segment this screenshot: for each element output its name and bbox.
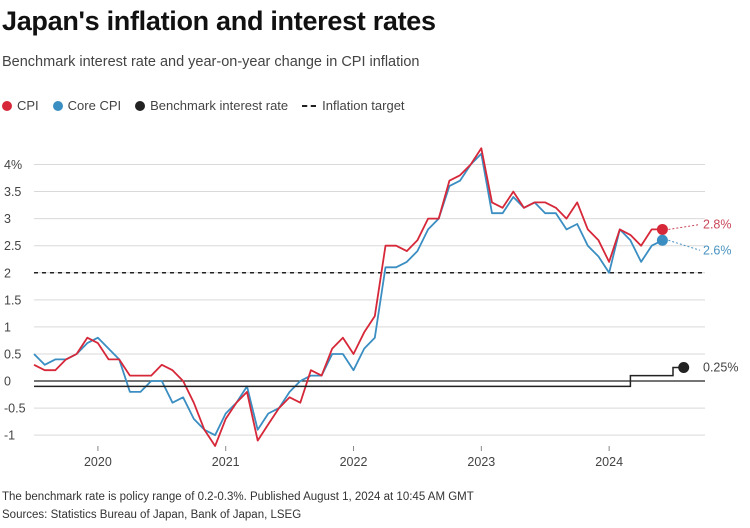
legend-item-core-cpi: Core CPI: [52, 98, 122, 113]
core-cpi-label-leader: [668, 239, 701, 251]
legend-label-benchmark: Benchmark interest rate: [150, 98, 289, 113]
benchmark-legend-marker: [135, 100, 146, 111]
cpi-line: [33, 147, 663, 447]
core-cpi-legend-marker: [52, 100, 63, 111]
y-tick-label: 4%: [4, 158, 22, 172]
benchmark-rate-line: [34, 366, 684, 388]
benchmark-end-label: 0.25%: [703, 361, 738, 375]
x-tick-label: 2024: [595, 455, 623, 469]
x-tick-label: 2021: [212, 455, 240, 469]
core-cpi-end-label: 2.6%: [703, 243, 732, 257]
y-tick-label: 0: [4, 375, 11, 389]
y-tick-label: 0.5: [4, 347, 21, 361]
legend-item-target: Inflation target: [302, 98, 405, 113]
target-legend-marker: [302, 104, 317, 107]
y-tick-label: 3: [4, 212, 11, 226]
legend: CPI Core CPI Benchmark interest rate Inf…: [2, 98, 419, 113]
chart-subtitle: Benchmark interest rate and year-on-year…: [2, 54, 420, 70]
benchmark-end-marker: [678, 362, 690, 373]
chart-title: Japan's inflation and interest rates: [2, 6, 436, 36]
core-cpi-end-marker: [656, 234, 668, 246]
legend-label-target: Inflation target: [322, 98, 405, 113]
cpi-end-label: 2.8%: [703, 217, 732, 231]
legend-label-cpi: CPI: [17, 98, 39, 113]
footnote: The benchmark rate is policy range of 0.…: [2, 491, 474, 503]
y-tick-label: -1: [4, 429, 15, 443]
y-tick-label: 1: [4, 320, 11, 334]
y-tick-label: 2.5: [4, 239, 21, 253]
y-tick-label: 3.5: [4, 185, 21, 199]
x-tick-label: 2022: [340, 455, 368, 469]
legend-label-core-cpi: Core CPI: [67, 98, 122, 113]
sources: Sources: Statistics Bureau of Japan, Ban…: [2, 509, 302, 521]
legend-item-cpi: CPI: [2, 98, 39, 113]
x-tick-label: 2020: [84, 455, 112, 469]
cpi-legend-marker: [2, 100, 12, 111]
cpi-end-marker: [656, 223, 668, 235]
x-tick-label: 2023: [467, 455, 495, 469]
legend-item-benchmark: Benchmark interest rate: [135, 98, 288, 113]
cpi-label-leader: [668, 223, 701, 230]
core-cpi-line: [33, 152, 663, 437]
y-tick-label: 1.5: [4, 293, 21, 307]
y-tick-label: 2: [4, 266, 11, 280]
y-tick-label: -0.5: [4, 402, 26, 416]
